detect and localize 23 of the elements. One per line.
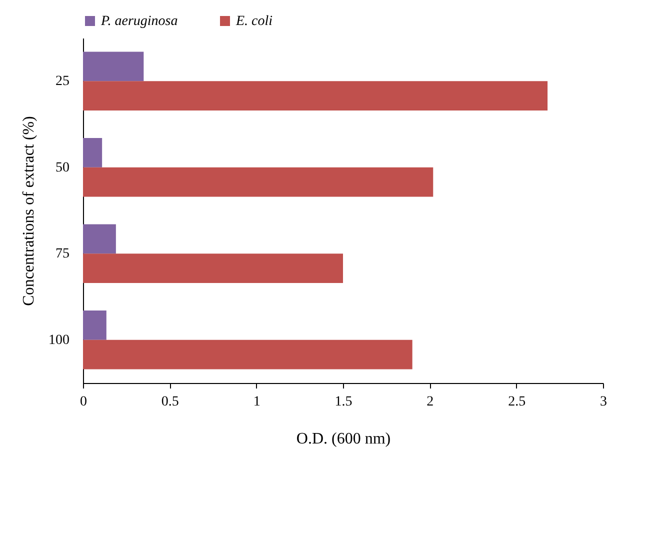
x-tick-label: 0.5 [161, 394, 179, 410]
bar [83, 224, 116, 254]
bar [83, 310, 106, 340]
x-tick-label: 1 [253, 394, 260, 410]
legend-label: E. coli [235, 14, 273, 29]
y-tick-label: 25 [56, 74, 70, 90]
bar [83, 167, 434, 197]
x-tick-label: 0 [80, 394, 87, 410]
bar [83, 81, 548, 110]
x-axis-title: O.D. (600 nm) [296, 430, 391, 448]
y-tick-label: 100 [48, 332, 70, 348]
bar [83, 138, 102, 168]
legend-label: P. aeruginosa [100, 14, 178, 29]
x-tick-label: 1.5 [334, 394, 352, 410]
y-tick-label: 50 [56, 160, 70, 176]
bar [83, 52, 144, 82]
x-tick-label: 3 [600, 394, 607, 410]
bar [83, 254, 343, 283]
x-tick-label: 2 [426, 394, 434, 410]
y-axis-title: Concentrations of extract (%) [20, 116, 38, 306]
x-tick-label: 2.5 [508, 394, 526, 410]
y-tick-label: 75 [56, 246, 70, 262]
bar [83, 340, 412, 370]
